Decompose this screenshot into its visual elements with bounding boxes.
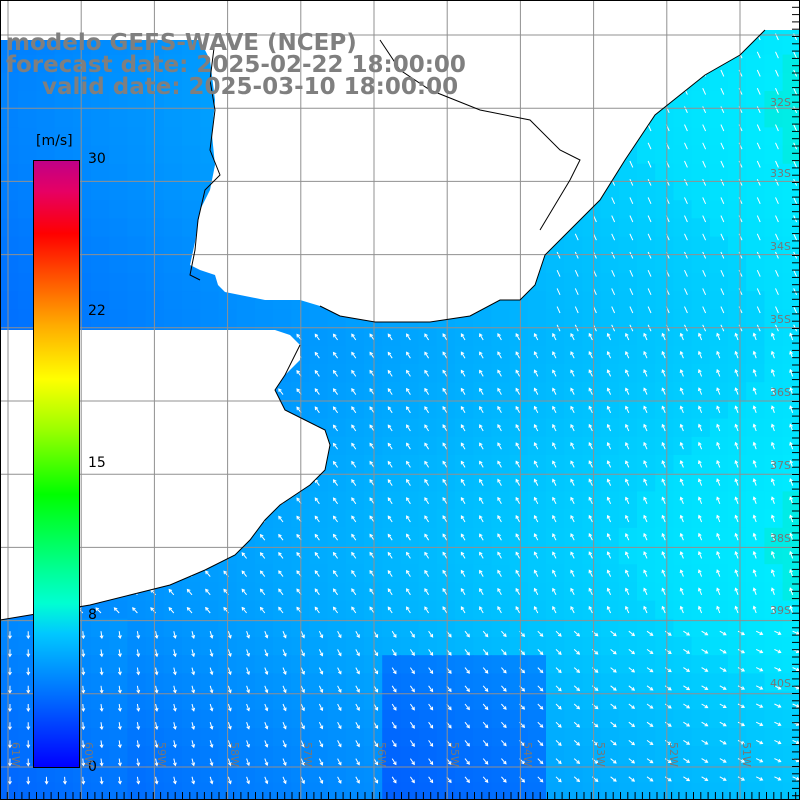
- colorbar-tick-15: 15: [88, 455, 106, 471]
- colorbar-tick-22: 22: [88, 303, 106, 319]
- title-forecast-date: forecast date: 2025-02-22 18:00:00: [6, 52, 466, 78]
- title-model: modelo GEFS-WAVE (NCEP): [6, 30, 357, 56]
- lon-label: 51W: [740, 742, 753, 767]
- lon-label: 54W: [521, 742, 534, 767]
- lon-label: 55W: [448, 742, 461, 767]
- colorbar-unit: [m/s]: [36, 133, 73, 149]
- coastline: [0, 29, 766, 621]
- lat-label: 36S: [770, 386, 791, 399]
- lat-label: 39S: [770, 604, 791, 617]
- colorbar-tick-30: 30: [88, 151, 106, 167]
- lon-label: 57W: [301, 742, 314, 767]
- lon-label: 61W: [9, 742, 22, 767]
- lon-label: 59W: [155, 742, 168, 767]
- lon-label: 60W: [82, 742, 95, 767]
- lon-label: 56W: [375, 742, 388, 767]
- lat-label: 33S: [770, 167, 791, 180]
- lat-label: 35S: [770, 313, 791, 326]
- title-valid-date: valid date: 2025-03-10 18:00:00: [42, 74, 459, 100]
- lat-label: 34S: [770, 240, 791, 253]
- colorbar: [33, 160, 80, 768]
- colorbar-tick-8: 8: [88, 607, 97, 623]
- lon-label: 53W: [594, 742, 607, 767]
- lon-label: 52W: [667, 742, 680, 767]
- lat-label: 32S: [770, 96, 791, 109]
- lat-label: 40S: [770, 677, 791, 690]
- lon-label: 58W: [228, 742, 241, 767]
- lat-label: 37S: [770, 459, 791, 472]
- colorbar-tick-0: 0: [88, 759, 97, 775]
- lat-label: 38S: [770, 532, 791, 545]
